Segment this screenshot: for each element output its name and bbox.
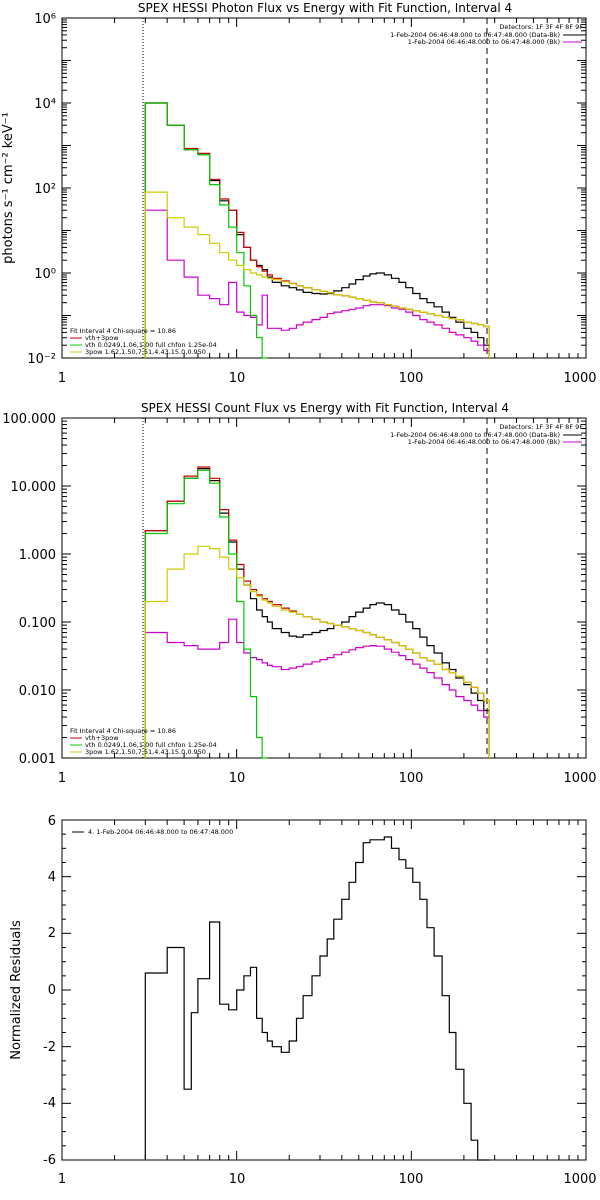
count-axis-ticks: [61, 418, 586, 759]
count-ytick-label: 0.001: [19, 752, 56, 767]
residuals-plot-frame: [61, 819, 587, 1161]
residuals-y-axis-label: Normalized Residuals: [9, 920, 24, 1060]
photon-plot-frame: [61, 17, 587, 359]
residuals-ytick-label: -4: [43, 1096, 56, 1111]
photon-detectors-label: Detectors: 1F 3F 4F 8F 9F: [499, 23, 583, 31]
count-plot-frame: [61, 417, 587, 759]
residuals-xtick-label: 10: [229, 1172, 246, 1187]
photon-chart-title: SPEX HESSI Photon Flux vs Energy with Fi…: [138, 1, 512, 15]
residuals-ytick-label: 6: [48, 814, 56, 829]
photon-xtick-label: 10: [229, 371, 246, 386]
residuals-panel: -6 -4 -2 0 2 4 6 1 10 100 1000 Normalize…: [9, 814, 597, 1187]
residuals-ytick-label: 2: [48, 926, 56, 941]
count-series-vth: [144, 469, 268, 759]
count-series-group: [144, 466, 490, 759]
residuals-series-group: [144, 836, 490, 1161]
photon-ytick-label: 10⁻²: [27, 352, 56, 367]
count-ytick-label: 10.000: [11, 480, 57, 495]
residuals-xtick-label: 1: [58, 1172, 66, 1187]
count-ytick-label: 100.000: [2, 412, 56, 427]
photon-y-axis-label: photons s⁻¹ cm⁻² keV⁻¹: [1, 112, 16, 264]
count-series-data-bk: [144, 468, 490, 758]
photon-legend-data-bk: 1-Feb-2004 06:46:48.000 to 06:47:48.000 …: [390, 31, 560, 39]
count-ytick-label: 1.000: [19, 548, 56, 563]
count-series-bk: [144, 618, 490, 758]
residuals-ytick-label: 4: [48, 870, 56, 885]
residuals-ytick-label: 0: [48, 983, 56, 998]
photon-series-group: [144, 102, 490, 359]
photon-xtick-label: 1000: [563, 371, 596, 386]
residuals-series-residuals: [144, 836, 490, 1161]
count-fit-3pow: 3pow 1.62,1.50,7.51,4.43,15.0,0.950: [85, 748, 206, 756]
count-xtick-label: 10: [229, 771, 246, 786]
count-xtick-label: 100: [399, 771, 424, 786]
count-ytick-label: 0.010: [19, 684, 56, 699]
count-legend-data-bk: 1-Feb-2004 06:46:48.000 to 06:47:48.000 …: [390, 431, 560, 439]
photon-series-vth: [144, 102, 268, 359]
photon-legend-bk: 1-Feb-2004 06:46:48.000 to 06:47:48.000 …: [408, 38, 560, 46]
count-xtick-label: 1000: [563, 771, 596, 786]
count-xtick-label: 1: [58, 771, 66, 786]
residuals-xtick-label: 1000: [563, 1172, 596, 1187]
count-legend-bk: 1-Feb-2004 06:46:48.000 to 06:47:48.000 …: [408, 438, 560, 446]
photon-series-3pow: [144, 191, 490, 358]
count-fit-chisq: Fit Interval 4 Chi-square = 10.86: [70, 727, 176, 735]
photon-fit-total: vth+3pow: [85, 334, 119, 342]
photon-xtick-label: 1: [58, 371, 66, 386]
residuals-axis-ticks: [61, 819, 586, 1161]
count-ytick-label: 0.100: [19, 616, 56, 631]
count-fit-total: vth+3pow: [85, 734, 119, 742]
photon-flux-panel: SPEX HESSI Photon Flux vs Energy with Fi…: [1, 1, 597, 386]
count-fit-vth: vth 0.0249,1.06,1.00 full chfon 1.25e-04: [85, 741, 217, 749]
residuals-ytick-label: -6: [43, 1153, 56, 1168]
residuals-ytick-label: -2: [43, 1040, 56, 1055]
count-detectors-label: Detectors: 1F 3F 4F 8F 9F: [499, 423, 583, 431]
residuals-xtick-label: 100: [399, 1172, 424, 1187]
photon-axis-ticks: [61, 18, 586, 359]
photon-fit-vth: vth 0.0249,1.06,1.00 full chfon 1.25e-04: [85, 341, 217, 349]
photon-ytick-label: 10⁶: [34, 12, 56, 27]
photon-ytick-label: 10⁰: [34, 267, 56, 282]
photon-fit-chisq: Fit Interval 4 Chi-square = 10.86: [70, 327, 176, 335]
photon-series-bk: [144, 209, 490, 358]
count-chart-title: SPEX HESSI Count Flux vs Energy with Fit…: [141, 401, 509, 415]
count-series-vth-3pow: [144, 466, 490, 758]
count-series-3pow: [144, 545, 490, 758]
photon-ytick-label: 10²: [34, 182, 56, 197]
photon-ytick-label: 10⁴: [34, 97, 56, 112]
photon-fit-3pow: 3pow 1.62,1.50,7.51,4.43,15.0,0.950: [85, 348, 206, 356]
count-flux-panel: SPEX HESSI Count Flux vs Energy with Fit…: [2, 401, 596, 786]
residuals-legend-label: 4. 1-Feb-2004 06:46:48.000 to 06:47:48.0…: [88, 828, 233, 836]
photon-xtick-label: 100: [399, 371, 424, 386]
